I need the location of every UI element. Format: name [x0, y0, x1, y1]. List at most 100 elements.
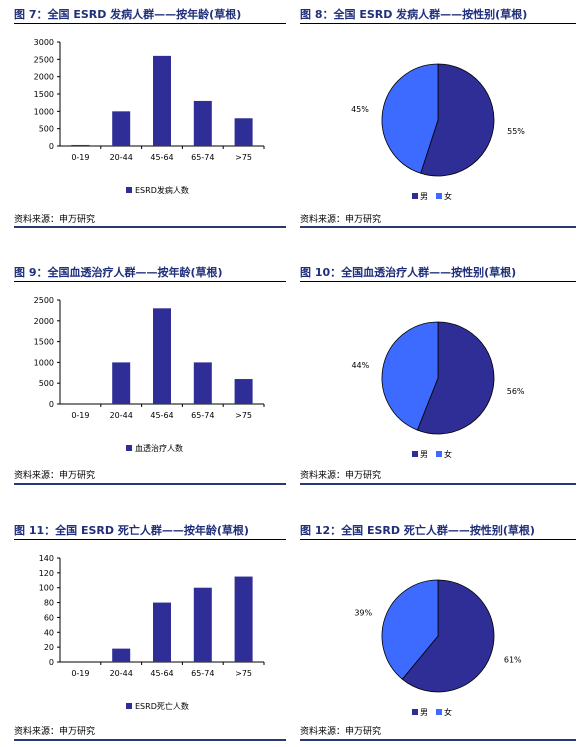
y-tick-label: 80: [44, 599, 54, 608]
y-tick-label: 2000: [34, 73, 54, 82]
pie-data-label: 55%: [507, 127, 525, 136]
pie-data-label: 61%: [504, 656, 522, 665]
y-tick-label: 500: [39, 379, 54, 388]
y-tick-label: 1000: [34, 107, 54, 116]
y-tick-label: 20: [44, 643, 54, 652]
pie-slice: [381, 63, 439, 174]
legend-swatch: [126, 445, 132, 451]
legend-label: 女: [444, 449, 452, 459]
y-tick-label: 500: [39, 125, 54, 134]
bottom-rule: [300, 483, 576, 485]
bottom-rule: [14, 739, 286, 741]
y-tick-label: 60: [44, 613, 54, 622]
pie-chart: 61%39%男女: [354, 579, 522, 717]
bar: [112, 362, 131, 404]
bar: [193, 362, 212, 404]
bar: [112, 648, 131, 662]
x-tick-label: 20-44: [110, 411, 133, 420]
title-rule: [300, 23, 576, 24]
pie-slice: [420, 63, 495, 177]
pie-chart: 55%45%男女: [351, 63, 525, 201]
y-tick-label: 140: [39, 554, 54, 563]
title-rule: [14, 539, 286, 540]
legend-swatch: [436, 451, 442, 457]
panel-title: 图 9：全国血透治疗人群——按年龄(草根): [14, 266, 223, 279]
x-tick-label: 0-19: [71, 669, 89, 678]
legend-swatch: [412, 451, 418, 457]
y-tick-label: 0: [49, 658, 54, 667]
bottom-rule: [14, 226, 286, 228]
legend-swatch: [412, 193, 418, 199]
bottom-rule: [14, 483, 286, 485]
y-tick-label: 1000: [34, 358, 54, 367]
legend: ESRD发病人数: [126, 185, 189, 195]
pie-data-label: 44%: [351, 361, 369, 370]
pie-data-label: 39%: [354, 608, 372, 617]
legend-label: 男: [420, 192, 428, 201]
bottom-rule: [300, 739, 576, 741]
pie-data-label: 45%: [351, 105, 369, 114]
title-rule: [300, 539, 576, 540]
bar: [193, 100, 212, 146]
pie-slice: [416, 321, 495, 435]
legend: 血透治疗人数: [126, 443, 183, 453]
title-rule: [14, 23, 286, 24]
x-tick-label: 45-64: [150, 411, 173, 420]
x-tick-label: 20-44: [110, 669, 133, 678]
y-tick-label: 2500: [34, 55, 54, 64]
bar: [112, 111, 131, 146]
legend-swatch: [412, 709, 418, 715]
legend-label: 男: [420, 450, 428, 459]
legend-label: 女: [444, 707, 452, 717]
source-note: 资料来源：申万研究: [300, 727, 382, 737]
bottom-rule: [300, 226, 576, 228]
y-tick-label: 120: [39, 569, 54, 578]
x-tick-label: >75: [235, 153, 252, 162]
x-tick-label: 20-44: [110, 153, 133, 162]
figure-8-panel: 图 8：全国 ESRD 发病人群——按性别(草根) 55% 45% 男女 资料来源：…: [300, 6, 576, 228]
bar: [234, 576, 253, 662]
x-tick-label: >75: [235, 669, 252, 678]
y-tick-label: 2500: [34, 296, 54, 305]
x-tick-label: 65-74: [191, 411, 214, 420]
legend-label: 男: [420, 708, 428, 717]
bar-chart: 0 500 1000 1500 2000 2500 0-19 20-44 45-64 65-74 >…: [34, 296, 265, 453]
bar: [234, 379, 253, 404]
legend-swatch: [126, 703, 132, 709]
panel-title: 图 11：全国 ESRD 死亡人群——按年龄(草根): [14, 524, 249, 537]
y-tick-label: 3000: [34, 38, 54, 47]
bar-chart: 0 20 40 60 80 100 120 140 0-19 20-44 45-64 65-74 >75…: [39, 554, 265, 711]
y-tick-label: 1500: [34, 90, 54, 99]
x-tick-label: 45-64: [150, 669, 173, 678]
legend-label: ESRD发病人数: [135, 185, 189, 195]
y-tick-label: 2000: [34, 317, 54, 326]
figure-12-panel: 图 12：全国 ESRD 死亡人群——按性别(草根) 61% 39% 男女 资料来源…: [300, 522, 576, 744]
panel-title: 图 12：全国 ESRD 死亡人群——按性别(草根): [300, 524, 535, 537]
title-rule: [14, 281, 286, 282]
bar-chart: 0 500 1000 1500 2000 2500 3000 0-19 20-44 45-64 65…: [34, 38, 265, 195]
legend-label: ESRD死亡人数: [135, 701, 189, 711]
bar: [71, 144, 90, 146]
title-rule: [300, 281, 576, 282]
pie-slice: [401, 579, 495, 693]
x-tick-label: 65-74: [191, 153, 214, 162]
legend-swatch: [436, 709, 442, 715]
legend-swatch: [126, 187, 132, 193]
pie-slice: [381, 579, 439, 680]
y-tick-label: 100: [39, 584, 54, 593]
legend-label: 女: [444, 191, 452, 201]
bar: [153, 602, 171, 662]
bar: [193, 587, 212, 662]
bar: [153, 55, 171, 146]
legend-swatch: [436, 193, 442, 199]
legend: 男女: [412, 191, 452, 201]
bar: [153, 308, 171, 404]
figure-11-panel: 图 11：全国 ESRD 死亡人群——按年龄(草根) 0 20 40 60 80 100 1…: [14, 522, 286, 744]
legend: 男女: [412, 707, 452, 717]
pie-data-label: 56%: [507, 387, 525, 396]
source-note: 资料来源：申万研究: [14, 727, 96, 737]
legend: 男女: [412, 449, 452, 459]
x-tick-label: 0-19: [71, 411, 89, 420]
x-tick-label: >75: [235, 411, 252, 420]
y-tick-label: 40: [44, 628, 54, 637]
